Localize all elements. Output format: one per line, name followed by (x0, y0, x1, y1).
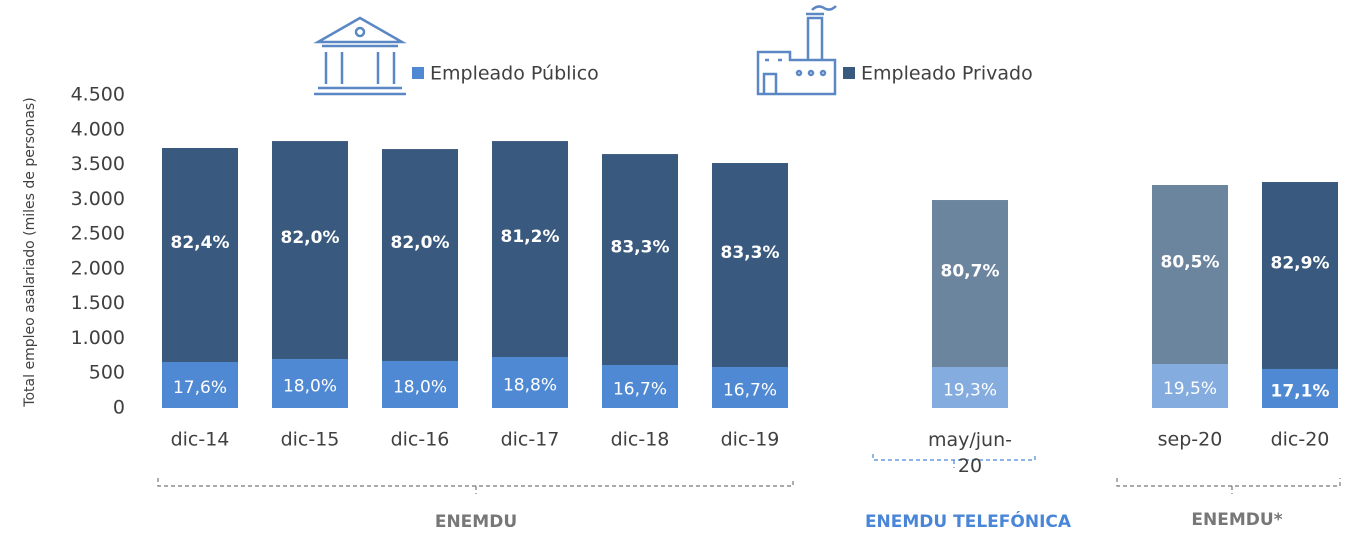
bar-segment (1152, 364, 1228, 408)
data-label: 18,8% (503, 376, 557, 396)
bar-segment (272, 359, 348, 408)
legend-label: Empleado Privado (861, 63, 1033, 85)
x-tick-label: sep-20 (1158, 429, 1223, 451)
bar-segment (382, 149, 458, 361)
bar-segment (712, 163, 788, 368)
data-label: 82,0% (391, 233, 450, 253)
bar-segment (272, 141, 348, 360)
bar-segment (1152, 185, 1228, 365)
data-label: 83,3% (721, 243, 780, 263)
y-tick-label: 2.500 (71, 223, 125, 245)
x-tick-label: dic-18 (611, 429, 670, 451)
y-axis-label: Total empleo asalariado (miles de person… (22, 97, 38, 407)
data-label: 80,5% (1161, 253, 1220, 273)
data-label: 82,0% (281, 228, 340, 248)
legend-label: Empleado Público (430, 63, 599, 85)
x-tick-label: dic-15 (281, 429, 340, 451)
y-tick-label: 0 (113, 397, 125, 419)
data-label: 17,6% (173, 378, 227, 398)
group-label: ENEMDU (435, 512, 517, 532)
group-label: ENEMDU* (1191, 510, 1282, 530)
data-label: 17,1% (1271, 381, 1330, 401)
bar-segment (382, 360, 458, 408)
bar-segment (162, 362, 238, 408)
bar-segment (932, 367, 1008, 408)
icon-factory (756, 5, 837, 96)
bar-segment (1262, 368, 1338, 408)
bar-segment (492, 357, 568, 408)
legend-swatch (412, 67, 424, 79)
x-tick-label: dic-16 (391, 429, 450, 451)
legend-swatch (843, 67, 855, 79)
bar-segment (1262, 182, 1338, 369)
data-label: 81,2% (501, 227, 560, 247)
data-label: 18,0% (393, 377, 447, 397)
data-label: 19,5% (1163, 379, 1217, 399)
bar-segment (712, 367, 788, 408)
data-label: 82,9% (1271, 253, 1330, 273)
data-label: 19,3% (943, 381, 997, 401)
y-tick-label: 4.500 (71, 84, 125, 106)
y-tick-label: 500 (89, 362, 125, 384)
bar-segment (492, 141, 568, 358)
data-label: 16,7% (723, 381, 777, 401)
y-tick-label: 2.000 (71, 257, 125, 279)
data-label: 82,4% (171, 233, 230, 253)
x-tick-label: dic-14 (171, 429, 230, 451)
y-tick-label: 3.000 (71, 188, 125, 210)
data-label: 18,0% (283, 377, 337, 397)
y-tick-label: 4.000 (71, 118, 125, 140)
bar-segment (602, 365, 678, 408)
group-label: ENEMDU TELEFÓNICA (865, 510, 1072, 532)
bar-segment (932, 200, 1008, 368)
x-tick-label: may/jun-20 (928, 429, 1012, 477)
x-tick-label: dic-17 (501, 429, 560, 451)
x-tick-label: dic-20 (1271, 429, 1330, 451)
bar-segment (602, 154, 678, 366)
y-tick-label: 1.500 (71, 292, 125, 314)
x-tick-label: dic-19 (721, 429, 780, 451)
icon-building (313, 16, 407, 96)
y-tick-label: 1.000 (71, 327, 125, 349)
data-label: 83,3% (611, 238, 670, 258)
brackets (157, 454, 1341, 494)
bar-segment (162, 148, 238, 363)
y-tick-label: 3.500 (71, 153, 125, 175)
data-label: 80,7% (941, 262, 1000, 282)
data-label: 16,7% (613, 380, 667, 400)
